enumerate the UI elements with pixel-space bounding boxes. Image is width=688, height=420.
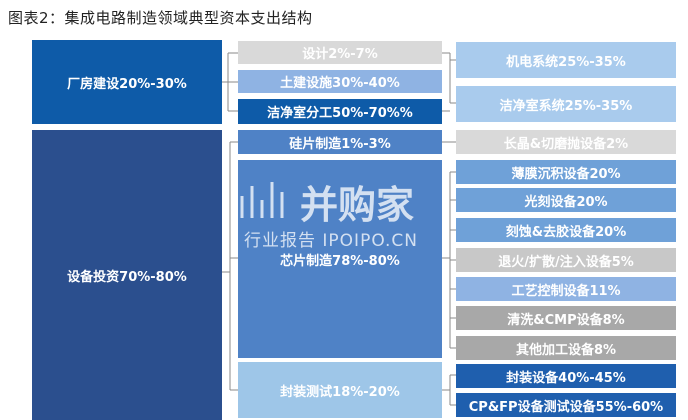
mep-system-box: 机电系统25%-35% (456, 42, 676, 78)
cleaning-cmp-box: 清洗&CMP设备8% (456, 306, 676, 330)
crystal-growth-box: 长晶&切磨抛设备2% (456, 130, 676, 154)
test-equipment-box: CP&FP设备测试设备55%-60% (456, 393, 676, 417)
anneal-diffusion-box: 退火/扩散/注入设备5% (456, 248, 676, 272)
lithography-box: 光刻设备20% (456, 188, 676, 212)
thin-film-box: 薄膜沉积设备20% (456, 160, 676, 184)
other-processing-box: 其他加工设备8% (456, 336, 676, 360)
process-control-box: 工艺控制设备11% (456, 277, 676, 301)
wafer-manufacturing-box: 硅片制造1%-3% (238, 130, 442, 154)
plant-construction-box: 厂房建设20%-30% (32, 40, 222, 124)
packaging-testing-box: 封装测试18%-20% (238, 362, 442, 418)
packaging-equipment-box: 封装设备40%-45% (456, 364, 676, 388)
chip-manufacturing-box: 芯片制造78%-80% (238, 160, 442, 358)
page-title: 图表2：集成电路制造领域典型资本支出结构 (8, 9, 313, 27)
etch-box: 刻蚀&去胶设备20% (456, 218, 676, 242)
civil-facilities-box: 土建设施30%-40% (238, 70, 442, 93)
design-box: 设计2%-7% (238, 41, 442, 64)
cleanroom-subcontract-box: 洁净室分工50%-70%% (238, 99, 442, 124)
equipment-investment-box: 设备投资70%-80% (32, 130, 222, 420)
cleanroom-system-box: 洁净室系统25%-35% (456, 86, 676, 122)
